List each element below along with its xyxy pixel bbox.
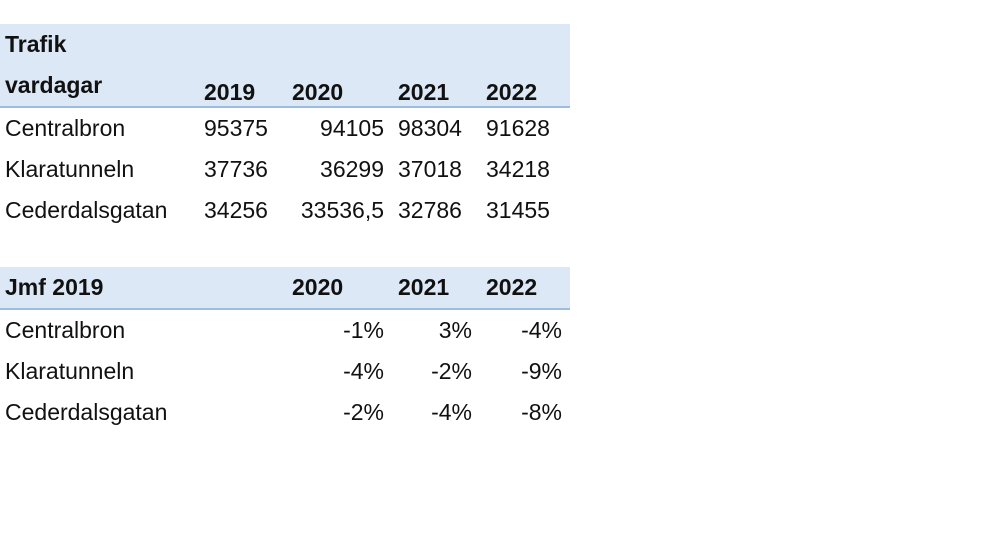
table-cell[interactable]: -8% (521, 399, 562, 425)
empty-cell[interactable] (198, 231, 286, 267)
comparison-header-2020[interactable]: 2020 (286, 267, 392, 310)
row-label[interactable]: Centralbron (5, 317, 126, 343)
table-cell[interactable]: 3% (438, 317, 472, 343)
traffic-header-2022[interactable]: 2022 (480, 24, 570, 108)
table-cell[interactable]: 31455 (486, 197, 550, 223)
table-row: Klaratunneln -4% -2% -9% (0, 351, 570, 392)
row-label[interactable]: Centralbron (5, 115, 126, 141)
table-cell[interactable]: -9% (521, 358, 562, 384)
table-cell[interactable]: 37736 (204, 156, 268, 182)
row-label[interactable]: Klaratunneln (5, 156, 135, 182)
table-row: Klaratunneln 37736 36299 37018 34218 (0, 149, 570, 190)
table-cell[interactable]: -2% (343, 399, 384, 425)
comparison-header-row: Jmf 2019 2020 2021 2022 (0, 267, 570, 310)
table-cell[interactable]: 94105 (320, 115, 384, 141)
table-cell[interactable]: 37018 (398, 156, 462, 182)
traffic-header-2019[interactable]: 2019 (198, 24, 286, 108)
comparison-header-2022[interactable]: 2022 (480, 267, 570, 310)
empty-cell[interactable] (392, 231, 480, 267)
table-row: Centralbron -1% 3% -4% (0, 309, 570, 351)
table-cell[interactable] (198, 351, 286, 392)
traffic-header-row: Trafik vardagar 2019 2020 2021 2022 (0, 24, 570, 108)
traffic-header-label[interactable]: Trafik vardagar (0, 24, 198, 108)
table-cell[interactable]: 98304 (398, 115, 462, 141)
row-label[interactable]: Cederdalsgatan (5, 399, 168, 425)
traffic-header-label-line-2: vardagar (5, 72, 103, 98)
table-cell[interactable]: 33536,5 (300, 197, 384, 223)
comparison-header-empty[interactable] (198, 267, 286, 310)
table-cell[interactable]: -4% (521, 317, 562, 343)
spreadsheet-tables: Trafik vardagar 2019 2020 2021 2022 Cent… (0, 24, 570, 433)
comparison-header-label[interactable]: Jmf 2019 (0, 267, 198, 310)
table-row: Centralbron 95375 94105 98304 91628 (0, 107, 570, 149)
table-cell[interactable]: 34218 (486, 156, 550, 182)
comparison-header-2021[interactable]: 2021 (392, 267, 480, 310)
table-cell[interactable]: -4% (431, 399, 472, 425)
table-cell[interactable]: -4% (343, 358, 384, 384)
table-cell[interactable]: 32786 (398, 197, 462, 223)
traffic-header-label-line-1: Trafik (5, 31, 67, 57)
table-cell[interactable]: -1% (343, 317, 384, 343)
table-cell[interactable] (198, 392, 286, 433)
traffic-table: Trafik vardagar 2019 2020 2021 2022 Cent… (0, 24, 570, 433)
empty-cell[interactable] (0, 231, 198, 267)
empty-cell[interactable] (480, 231, 570, 267)
empty-cell[interactable] (286, 231, 392, 267)
table-row: Cederdalsgatan 34256 33536,5 32786 31455 (0, 190, 570, 231)
table-cell[interactable]: 95375 (204, 115, 268, 141)
row-label[interactable]: Klaratunneln (5, 358, 135, 384)
table-cell[interactable] (198, 309, 286, 351)
table-cell[interactable]: 34256 (204, 197, 268, 223)
traffic-header-2021[interactable]: 2021 (392, 24, 480, 108)
traffic-header-2020[interactable]: 2020 (286, 24, 392, 108)
table-cell[interactable]: 91628 (486, 115, 550, 141)
row-label[interactable]: Cederdalsgatan (5, 197, 168, 223)
table-cell[interactable]: -2% (431, 358, 472, 384)
table-row: Cederdalsgatan -2% -4% -8% (0, 392, 570, 433)
empty-row (0, 231, 570, 267)
table-cell[interactable]: 36299 (320, 156, 384, 182)
